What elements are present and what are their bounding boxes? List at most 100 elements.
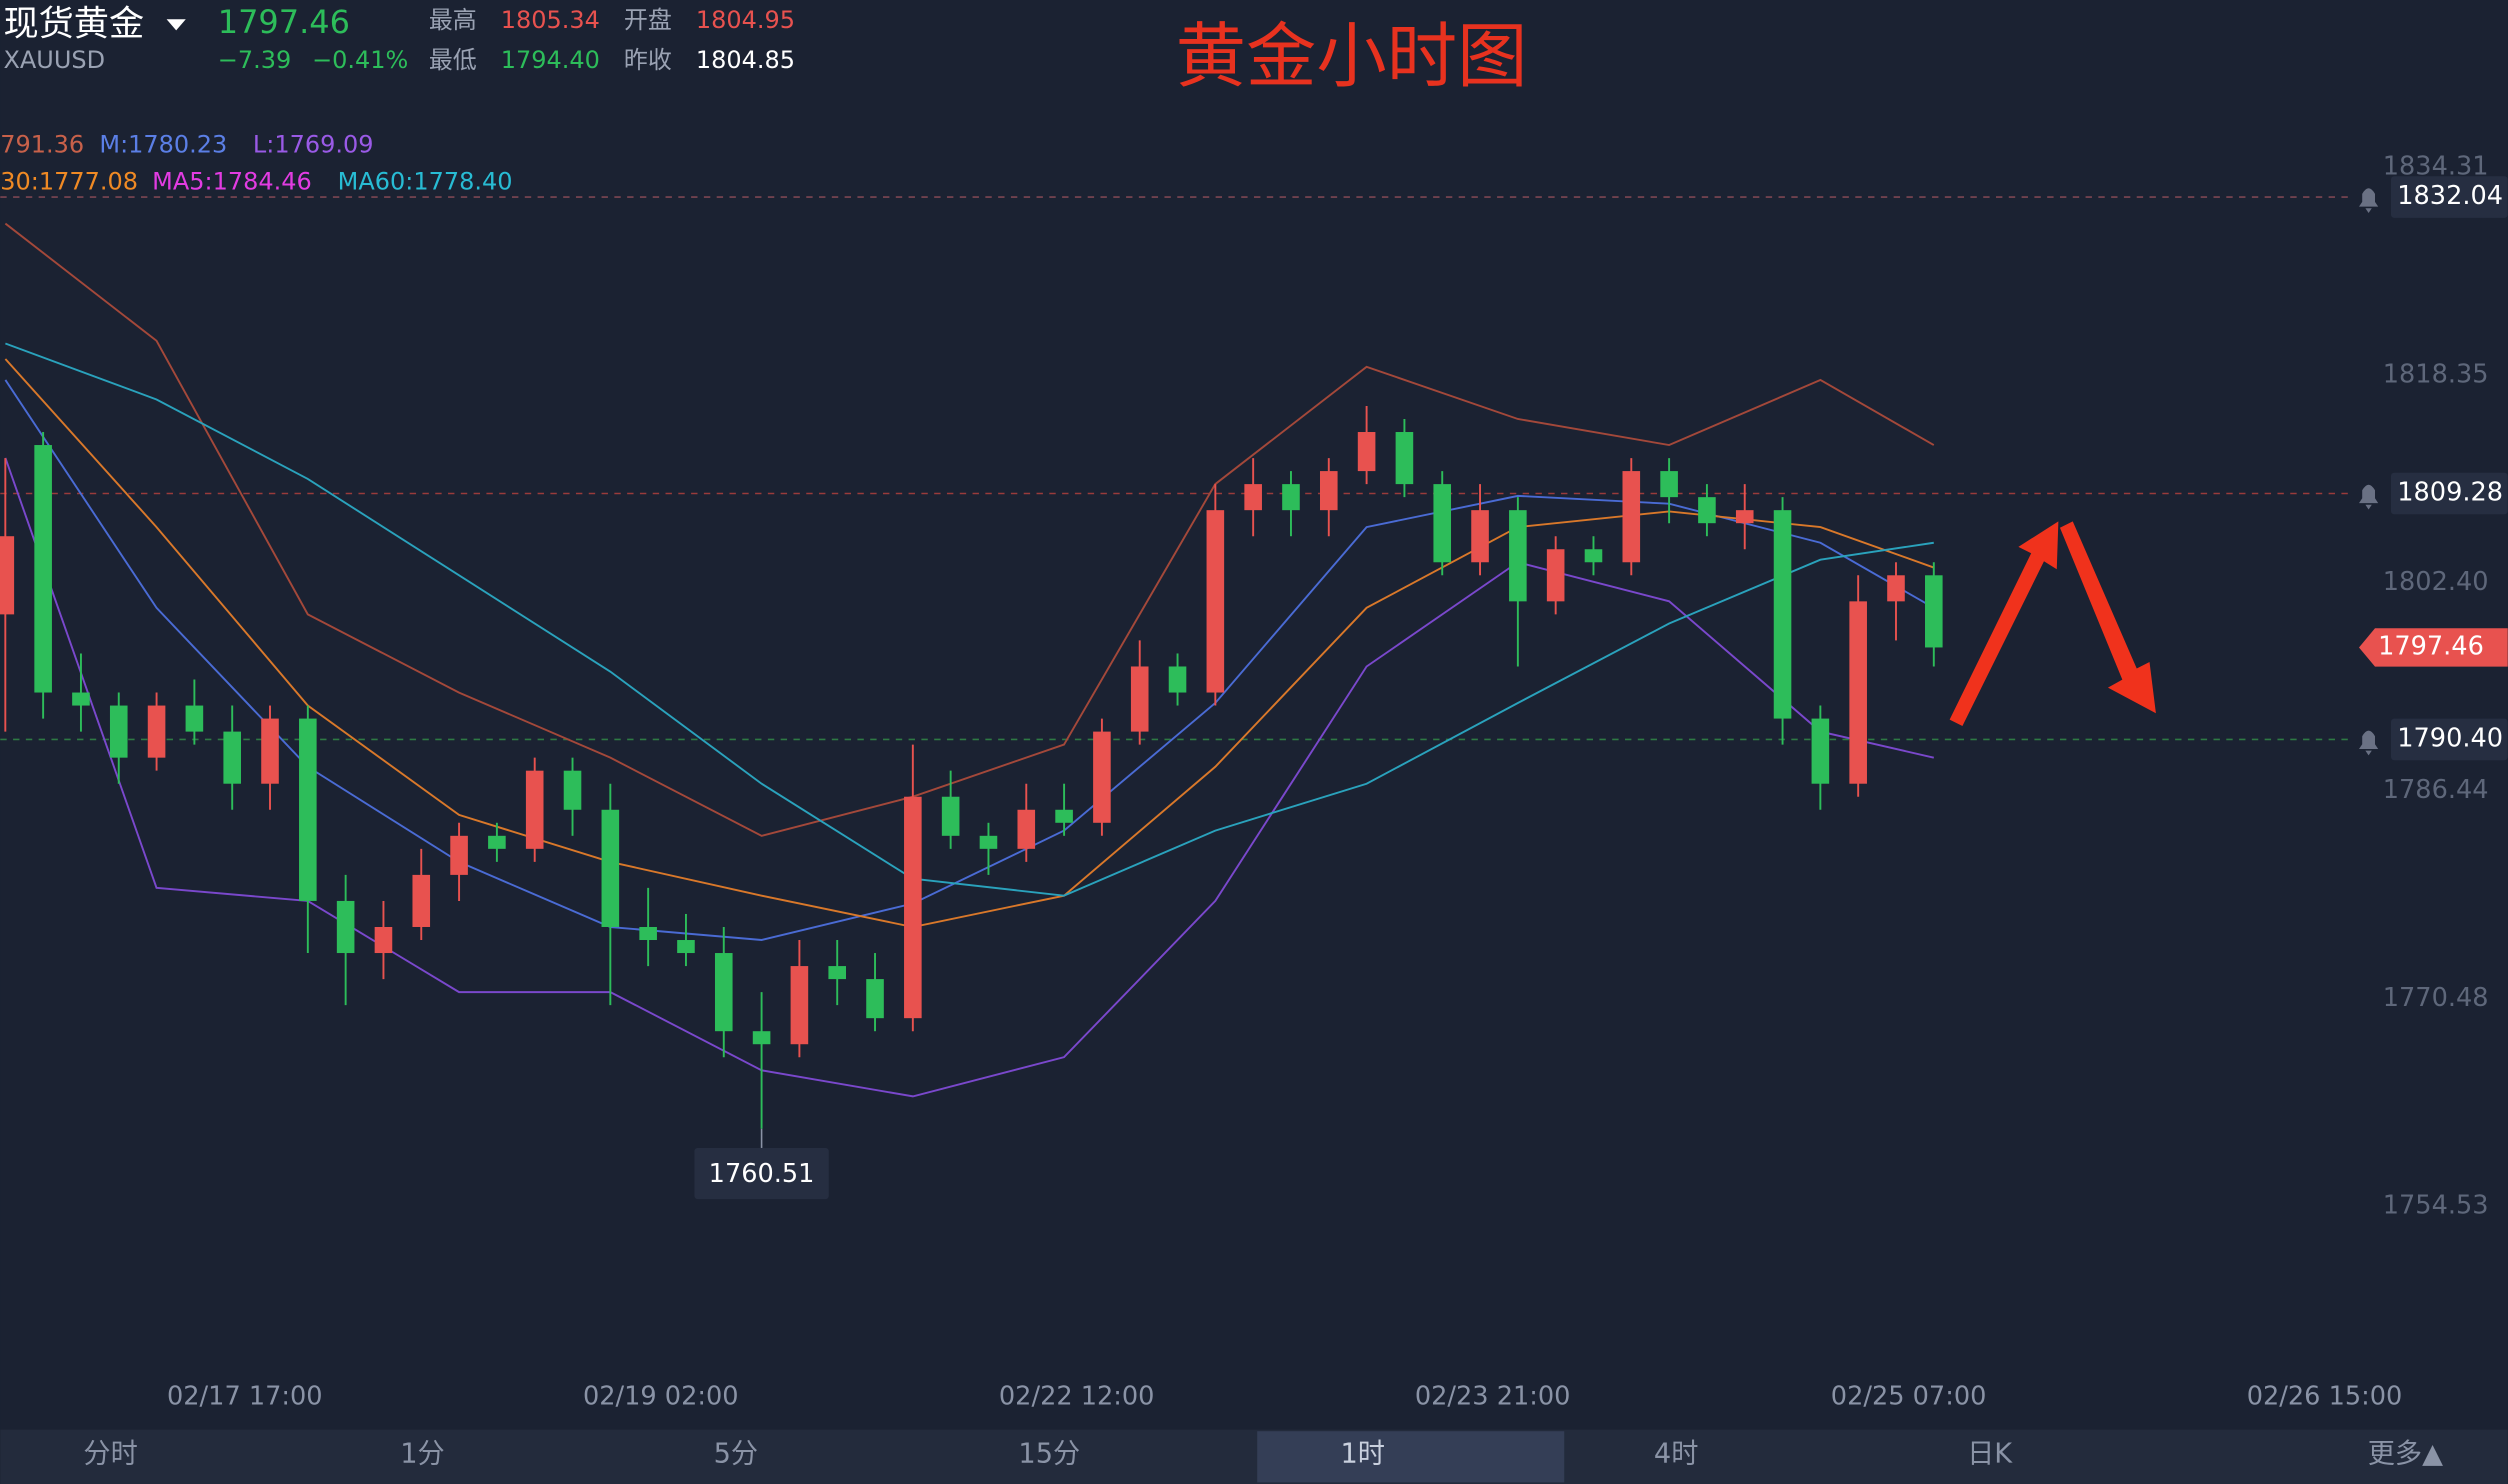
candle-body: [525, 770, 544, 849]
tab-label[interactable]: 1时: [1341, 1439, 1385, 1470]
indicator-label: MA5:1784.46: [152, 167, 312, 195]
instrument-name[interactable]: 现货黄金: [3, 4, 144, 45]
alert-label: 1790.40: [2397, 723, 2503, 753]
last-price-label: 1797.46: [2378, 631, 2484, 661]
low-label-box: [694, 1147, 829, 1200]
x-tick-label: 02/26 15:00: [2247, 1382, 2403, 1412]
stat-label: 最高: [429, 6, 477, 34]
candle-body: [828, 966, 847, 980]
stat-value: 1804.95: [696, 6, 795, 34]
x-tick-label: 02/22 12:00: [999, 1382, 1155, 1412]
candle-body: [1244, 484, 1262, 511]
low-label: 1760.51: [709, 1159, 815, 1189]
x-tick-label: 02/17 17:00: [167, 1382, 323, 1412]
price-change: −7.39: [218, 46, 291, 74]
tab-label[interactable]: 分时: [83, 1439, 137, 1470]
candle-body: [601, 809, 620, 927]
tabs: 分时 1分 5分 15分 1时 4时 日K 更多▲: [83, 1431, 2443, 1483]
alert-tag: [2390, 176, 2508, 218]
alert-bell[interactable]: [2359, 730, 2379, 756]
plot-area: 1834.311818.351802.401786.441770.481754.…: [0, 151, 2508, 1412]
alert-label: 1809.28: [2397, 477, 2503, 507]
tab-label[interactable]: 1分: [400, 1439, 444, 1470]
last-price-tag: [2359, 628, 2508, 667]
indicator-line: [4, 358, 1935, 929]
candle-body: [1925, 575, 1943, 648]
y-tick-label: 1754.53: [2383, 1191, 2489, 1221]
candle-body: [34, 445, 52, 693]
candle-body: [714, 953, 733, 1032]
y-tick-label: 1818.35: [2383, 359, 2489, 389]
candle-body: [1660, 471, 1678, 498]
candle-body: [1357, 432, 1376, 472]
stat-label: 昨收: [624, 46, 672, 74]
x-tick-label: 02/19 02:00: [583, 1382, 739, 1412]
alert-label: 1832.04: [2397, 181, 2503, 211]
candle-body: [0, 536, 15, 615]
trend-arrows: [1949, 521, 2156, 727]
candle-body: [1509, 510, 1527, 602]
active-tab: [1257, 1431, 1565, 1483]
candle-body: [1849, 601, 1867, 784]
candle-body: [1017, 809, 1036, 849]
candle-body: [1130, 666, 1149, 732]
dropdown-caret[interactable]: [166, 19, 186, 31]
candle-body: [109, 705, 128, 758]
candle-body: [147, 705, 166, 758]
tab-label[interactable]: 5分: [714, 1439, 758, 1470]
candle-body: [1433, 484, 1452, 563]
candle-body: [488, 835, 506, 849]
candle-body: [904, 796, 922, 1019]
indicator-line: [5, 342, 1934, 897]
indicator-label: MA60:1778.40: [338, 167, 513, 195]
candle-body: [336, 900, 355, 954]
arrow-down: [2059, 521, 2156, 714]
indicator-line: [4, 222, 1935, 837]
candle-body: [1735, 510, 1754, 524]
chart-title: 黄金小时图: [1176, 15, 1528, 97]
tab-label[interactable]: 15分: [1018, 1439, 1080, 1470]
candle-body: [677, 940, 695, 954]
tab-label[interactable]: 4时: [1654, 1439, 1698, 1470]
alert-bell[interactable]: [2359, 188, 2379, 214]
y-tick-label: 1786.44: [2383, 775, 2489, 805]
alert-bell[interactable]: [2359, 484, 2379, 510]
candle-body: [1773, 510, 1792, 719]
candle-body: [1546, 549, 1565, 602]
candle-body: [1622, 471, 1641, 563]
alert-tag: [2390, 472, 2508, 515]
y-tick-label: 1770.48: [2383, 983, 2489, 1013]
indicator-label: 791.36: [0, 131, 84, 159]
candle-body: [866, 979, 884, 1019]
candle-body: [299, 718, 317, 901]
indicator-label: M:1780.23: [99, 131, 227, 159]
indicator-label: 30:1777.08: [0, 167, 138, 195]
stat-value: 1805.34: [501, 6, 600, 34]
stat-value: 1804.85: [696, 46, 795, 74]
stat-label: 最低: [429, 46, 477, 74]
candle-body: [1093, 731, 1111, 823]
tab-label[interactable]: 更多▲: [2368, 1439, 2443, 1470]
candle-body: [1811, 718, 1830, 784]
tab-bar: [0, 1429, 2508, 1484]
candle-body: [1282, 484, 1300, 511]
candle-body: [941, 796, 960, 836]
stat-value: 1794.40: [501, 46, 600, 74]
candle-body: [1471, 510, 1489, 563]
candle-body: [1395, 432, 1414, 485]
tab-label[interactable]: 日K: [1967, 1439, 2013, 1470]
candle-body: [1887, 575, 1905, 602]
candle-body: [450, 835, 468, 875]
candle-body: [563, 770, 582, 810]
candle-body: [1698, 497, 1716, 524]
candle-body: [639, 926, 657, 941]
candle-body: [790, 966, 809, 1045]
candle-body: [1319, 471, 1338, 511]
candle-body: [261, 718, 279, 784]
candle-body: [223, 731, 241, 784]
instrument-symbol: XAUUSD: [3, 46, 105, 74]
stat-label: 开盘: [624, 6, 672, 34]
